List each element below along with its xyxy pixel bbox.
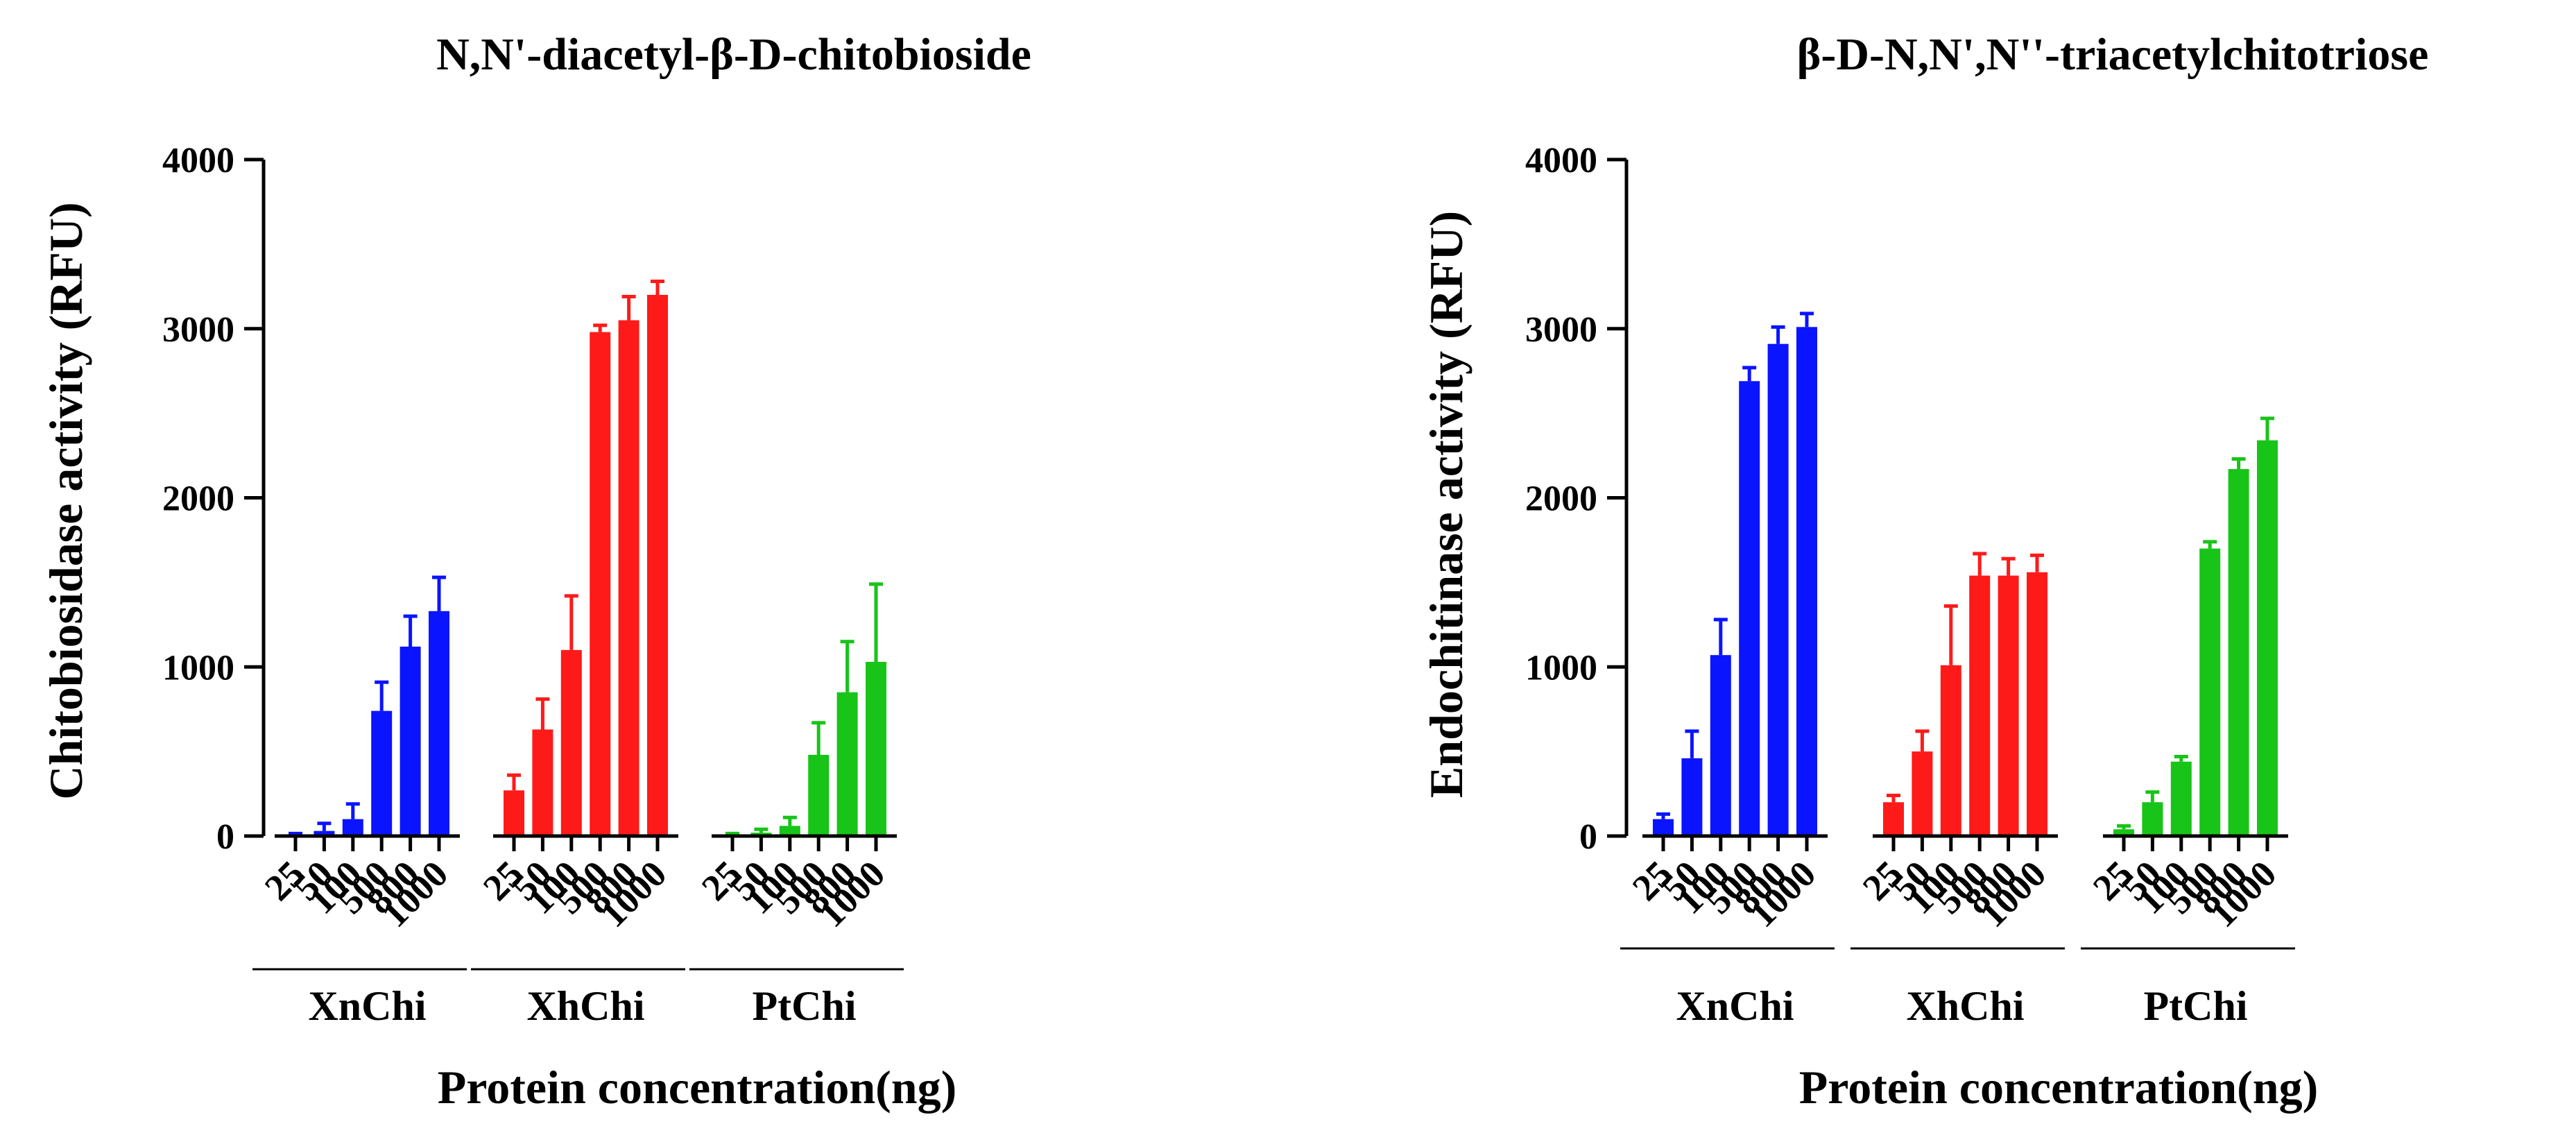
- bar: [866, 661, 886, 836]
- bar: [2142, 802, 2163, 836]
- bar: [808, 755, 830, 836]
- bar: [314, 830, 335, 836]
- bar: [1653, 819, 1674, 836]
- group-label: XhChi: [526, 983, 644, 1029]
- x-axis-title: Protein concentration(ng): [1799, 1061, 2319, 1114]
- bar: [560, 649, 582, 836]
- bar: [1710, 655, 1731, 836]
- group-label: XnChi: [1676, 983, 1794, 1029]
- bar: [504, 790, 524, 836]
- y-axis-title: Chitobiosidase activity (RFU): [40, 202, 92, 799]
- bar: [429, 611, 449, 836]
- bar: [1739, 381, 1760, 836]
- bar: [836, 692, 858, 836]
- bar: [1767, 343, 1789, 836]
- bar: [1998, 575, 2019, 836]
- bar: [1912, 751, 1933, 836]
- y-tick-label: 2000: [162, 479, 234, 519]
- x-axis-title: Protein concentration(ng): [438, 1061, 957, 1114]
- bar: [2228, 469, 2249, 836]
- bar: [1940, 665, 1961, 836]
- group-label: PtChi: [753, 983, 857, 1029]
- y-axis-title: Endochitinase activity (RFU): [1420, 211, 1472, 798]
- panel-chitobiosidase: N,N'-diacetyl-β-D-chitobioside Chitobios…: [40, 29, 1031, 1114]
- group-label: XnChi: [308, 983, 426, 1029]
- group-label: XhChi: [1906, 983, 2024, 1029]
- y-tick-label: 3000: [1525, 310, 1597, 350]
- bar: [2113, 829, 2134, 836]
- bar: [1883, 802, 1904, 836]
- bar: [1681, 758, 1703, 836]
- y-tick-label: 3000: [162, 310, 234, 350]
- bar: [590, 332, 611, 836]
- y-tick-label: 4000: [162, 141, 234, 180]
- y-tick-label: 4000: [1525, 141, 1597, 180]
- bar: [2170, 761, 2192, 836]
- bar: [2199, 548, 2221, 836]
- chart-title: β-D-N,N',N''-triacetylchitotriose: [1797, 29, 2429, 80]
- y-tick-label: 1000: [1525, 648, 1597, 688]
- bar: [342, 819, 363, 836]
- panel-endochitinase: β-D-N,N',N''-triacetylchitotriose Endoch…: [1420, 29, 2428, 1114]
- bar: [371, 710, 393, 836]
- chart-title: N,N'-diacetyl-β-D-chitobioside: [436, 29, 1031, 80]
- group-label: PtChi: [2144, 983, 2248, 1029]
- y-tick-label: 0: [1579, 817, 1597, 857]
- bar: [1969, 575, 1991, 836]
- bar: [618, 320, 639, 836]
- bar: [532, 729, 553, 836]
- bar: [2257, 440, 2278, 836]
- y-tick-label: 2000: [1525, 479, 1597, 519]
- bar: [779, 826, 800, 836]
- bar: [647, 295, 668, 836]
- bar: [2027, 572, 2047, 836]
- y-tick-label: 1000: [162, 648, 234, 688]
- bar: [400, 647, 421, 836]
- bar: [1796, 327, 1817, 836]
- y-tick-label: 0: [216, 817, 234, 857]
